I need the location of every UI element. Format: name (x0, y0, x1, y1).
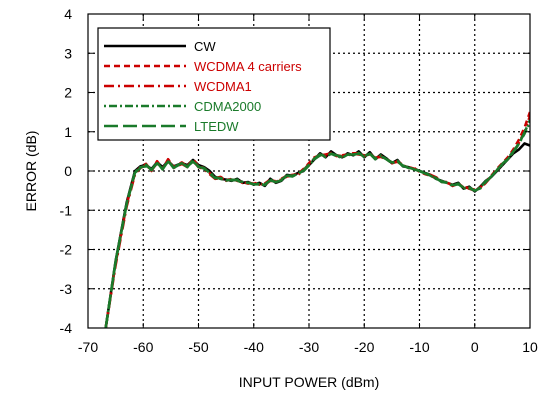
y-tick-label: -3 (60, 281, 73, 297)
x-tick-label: 0 (471, 339, 479, 355)
series-line-2 (104, 115, 530, 328)
y-tick-label: 2 (64, 85, 72, 101)
x-tick-label: -50 (188, 339, 208, 355)
x-axis-title: INPUT POWER (dBm) (239, 374, 380, 390)
series-line-3 (104, 121, 530, 328)
x-tick-label: -70 (78, 339, 98, 355)
x-tick-label: -20 (354, 339, 374, 355)
y-axis-title: ERROR (dB) (23, 131, 39, 212)
y-tick-label: 3 (64, 45, 72, 61)
legend-entry-label: LTEDW (194, 119, 239, 134)
y-tick-label: -4 (60, 320, 73, 336)
x-tick-label: -40 (244, 339, 264, 355)
series-line-4 (104, 119, 530, 328)
y-tick-label: -2 (60, 242, 73, 258)
legend-entry-label: WCDMA 4 carriers (194, 59, 302, 74)
legend-entry-label: CDMA2000 (194, 99, 261, 114)
y-tick-label: 0 (64, 163, 72, 179)
legend-entry-label: WCDMA1 (194, 79, 252, 94)
y-tick-label: -1 (60, 202, 73, 218)
y-tick-label: 1 (64, 124, 72, 140)
legend-entry-label: CW (194, 39, 216, 54)
series-layer (104, 111, 530, 328)
x-tick-label: -30 (299, 339, 319, 355)
series-line-1 (104, 111, 530, 328)
x-tick-label: -10 (409, 339, 429, 355)
x-tick-label: -60 (133, 339, 153, 355)
x-tick-label: 10 (522, 339, 538, 355)
y-tick-label: 4 (64, 6, 72, 22)
legend: CW WCDMA 4 carriers WCDMA1 CDMA2000 LTEDW (97, 27, 331, 141)
